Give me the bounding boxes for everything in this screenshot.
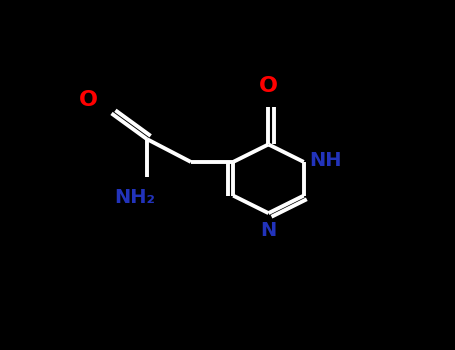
Text: O: O (78, 90, 97, 110)
Text: N: N (260, 221, 277, 240)
Text: NH: NH (309, 151, 342, 170)
Text: NH₂: NH₂ (114, 188, 155, 206)
Text: O: O (259, 76, 278, 96)
